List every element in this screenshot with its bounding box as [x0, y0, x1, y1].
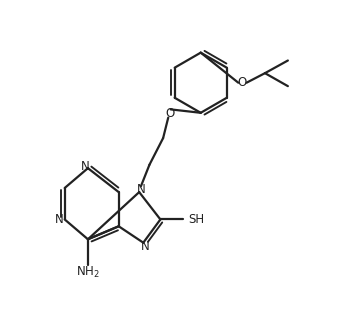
- Text: N: N: [141, 239, 149, 252]
- Text: NH$_2$: NH$_2$: [76, 265, 100, 280]
- Text: O: O: [238, 76, 247, 89]
- Text: N: N: [136, 183, 145, 196]
- Text: N: N: [81, 160, 90, 173]
- Text: SH: SH: [188, 213, 205, 226]
- Text: N: N: [55, 213, 64, 226]
- Text: O: O: [165, 107, 175, 120]
